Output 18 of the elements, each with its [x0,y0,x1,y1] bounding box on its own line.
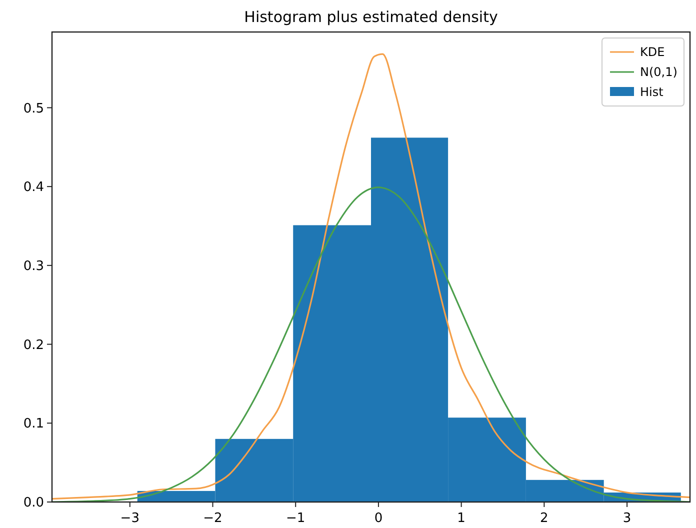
x-tick-label: −2 [203,511,222,526]
y-tick-label: 0.0 [23,496,44,511]
chart-title: Histogram plus estimated density [244,8,498,26]
y-tick-label: 0.3 [23,258,44,274]
y-tick-label: 0.2 [23,338,44,353]
x-tick-label: 1 [457,511,466,526]
x-tick-label: −1 [286,511,306,526]
x-tick-label: 0 [374,511,383,526]
y-tick-label: 0.1 [23,416,44,432]
legend-label: KDE [640,45,665,60]
legend-label: N(0,1) [640,65,678,80]
legend-label: Hist [640,85,664,100]
y-tick-label: 0.5 [23,101,44,116]
x-tick-label: −3 [120,511,140,526]
line-series [52,186,690,502]
x-tick-label: 3 [622,511,632,526]
y-tick-label: 0.4 [23,180,44,196]
x-tick-label: 2 [540,511,548,526]
